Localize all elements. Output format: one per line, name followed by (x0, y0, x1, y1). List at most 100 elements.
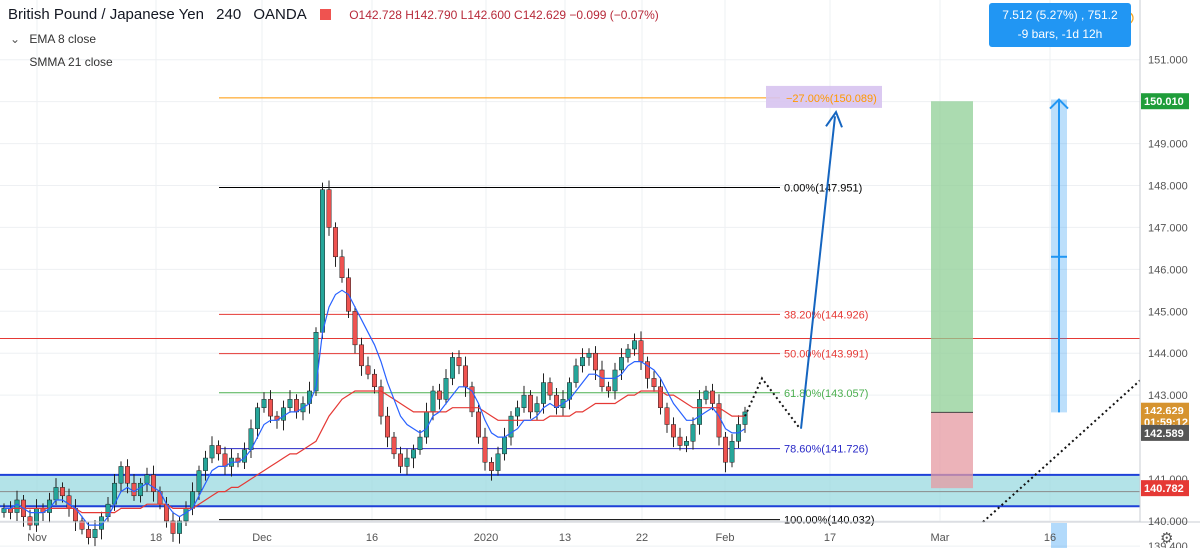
indicator-ema[interactable]: ⌄ EMA 8 close (10, 32, 96, 46)
projection-dotted (744, 376, 801, 430)
candle (443, 378, 449, 400)
candle (664, 407, 670, 425)
indicator-ema-label: EMA 8 close (29, 32, 97, 46)
collapse-chevron-icon[interactable]: ⌄ (10, 32, 21, 46)
exchange-label: OANDA (253, 6, 306, 23)
candle (404, 457, 410, 467)
candle (385, 415, 390, 438)
candle (313, 332, 319, 392)
candle (216, 445, 221, 455)
candle (391, 436, 397, 455)
measure-tooltip: 7.512 (5.27%) , 751.2 -9 bars, -1d 12h (989, 3, 1131, 47)
position-stop-zone (931, 412, 973, 489)
price-label-3: 142.589 (1144, 428, 1184, 440)
measure-line1: 7.512 (5.27%) , 751.2 (1002, 8, 1118, 22)
candle (352, 311, 358, 346)
candle (723, 436, 728, 463)
candle (255, 407, 260, 429)
candle (502, 436, 507, 455)
candle (411, 449, 416, 459)
fib-label-2: 38.20%(144.926) (784, 309, 868, 321)
candle (320, 189, 325, 333)
y-tick-label: 149.000 (1148, 139, 1188, 151)
candle (203, 457, 208, 471)
candle (183, 508, 189, 522)
candle (437, 390, 442, 400)
candle (482, 436, 488, 463)
x-tick-label: Feb (716, 532, 735, 544)
y-tick-label: 140.000 (1148, 516, 1188, 528)
symbol-title: British Pound / Japanese Yen (8, 6, 204, 23)
candle (34, 508, 39, 526)
x-tick-label: Dec (252, 532, 272, 544)
candle (372, 373, 377, 388)
candle (593, 352, 598, 371)
candle (359, 344, 364, 367)
candle (151, 474, 156, 492)
price-axis-bg (1140, 0, 1200, 548)
candle (521, 394, 527, 408)
y-tick-label: 147.000 (1148, 222, 1188, 234)
candle (651, 378, 657, 388)
fib-label-5: 78.60%(141.726) (784, 444, 868, 456)
candle (417, 436, 423, 450)
candle (287, 399, 293, 408)
y-tick-label: 148.000 (1148, 181, 1188, 193)
candle (333, 227, 338, 258)
candle (294, 399, 299, 413)
candle (456, 357, 462, 367)
candle (489, 461, 494, 471)
x-tick-label: 18 (150, 532, 162, 544)
candle (573, 365, 579, 383)
candle (684, 441, 689, 446)
y-tick-label: 139.400 (1148, 541, 1188, 548)
interval-label[interactable]: 240 (216, 6, 242, 23)
candle (430, 390, 436, 413)
chart-header: British Pound / Japanese Yen 240 OANDA O… (8, 6, 659, 23)
candle (528, 394, 533, 413)
candle (515, 407, 520, 417)
candle (703, 390, 709, 400)
y-tick-label: 144.000 (1148, 348, 1188, 360)
candles (1, 180, 748, 547)
x-tick-label: 16 (366, 532, 378, 544)
candle (508, 415, 514, 438)
candle (79, 520, 85, 530)
candle (450, 357, 455, 379)
ohlc-values: O142.728 H142.790 L142.600 C142.629 −0.0… (349, 8, 659, 22)
candle (60, 487, 65, 497)
fib-ext-label-bg (766, 85, 882, 108)
candle (378, 386, 384, 417)
projection-arrow (800, 116, 836, 429)
candle (658, 386, 663, 408)
candle (625, 348, 631, 358)
y-tick-label: 146.000 (1148, 264, 1188, 276)
candle (125, 466, 130, 484)
candle (541, 382, 546, 404)
market-status-icon (320, 9, 332, 20)
settings-gear-icon: ⚙ (1160, 530, 1173, 547)
y-tick-label: 145.000 (1148, 306, 1188, 318)
candle (281, 407, 286, 421)
candle (86, 529, 91, 538)
candle (307, 390, 312, 404)
candle (463, 365, 468, 388)
y-tick-label: 143.000 (1148, 390, 1188, 402)
candle (690, 424, 696, 442)
candle (495, 453, 501, 471)
candle (131, 482, 137, 497)
candle (612, 369, 618, 392)
smma21-line (4, 390, 745, 514)
candle (476, 411, 481, 438)
candle (729, 441, 735, 463)
x-tick-label: 13 (559, 532, 571, 544)
candle (619, 357, 624, 371)
candle (196, 470, 202, 492)
projection-arrowhead (825, 110, 843, 128)
y-tick-label: 151.000 (1148, 55, 1188, 67)
indicator-smma[interactable]: SMMA 21 close (10, 55, 112, 69)
candle (632, 340, 637, 350)
candle (606, 386, 611, 392)
